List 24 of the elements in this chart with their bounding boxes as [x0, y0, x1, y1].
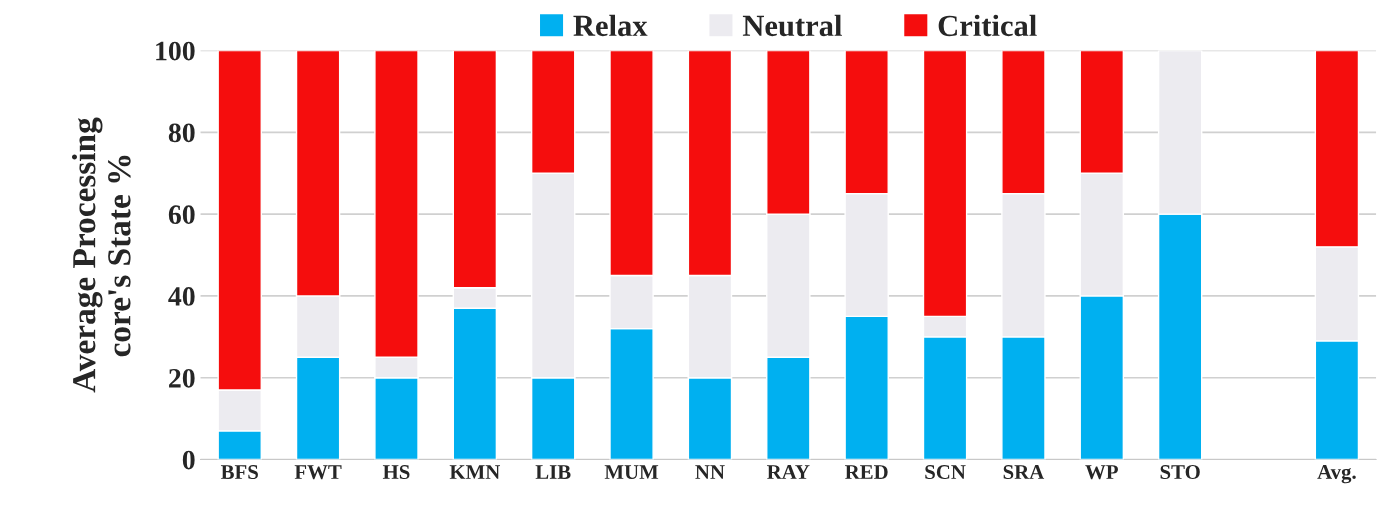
- y-tick-label: 100: [156, 41, 195, 61]
- x-tick-label: MUM: [604, 465, 659, 480]
- x-tick-label: RAY: [767, 465, 810, 479]
- x-tick-label: FWT: [294, 465, 342, 480]
- x-tick-label: WP: [1085, 465, 1118, 480]
- y-tick-label: 60: [168, 205, 195, 225]
- x-tick-label: KMN: [449, 465, 501, 479]
- y-axis-title: Average Processing core's State %: [72, 117, 131, 393]
- x-tick-label: RED: [845, 465, 888, 479]
- x-tick-label: NN: [695, 465, 725, 479]
- legend-label: Critical: [938, 14, 1037, 37]
- y-tick-label: 20: [169, 368, 195, 388]
- legend-label: Relax: [573, 14, 648, 37]
- x-tick-label: LIB: [535, 465, 571, 479]
- x-tick-label: Avg.: [1317, 464, 1356, 484]
- y-tick-label: 40: [168, 287, 195, 306]
- x-tick-label: SRA: [1003, 465, 1045, 480]
- y-tick-label: 0: [182, 450, 195, 470]
- x-tick-label: SCN: [925, 465, 966, 480]
- x-tick-label: BFS: [220, 465, 258, 480]
- y-tick-label: 80: [168, 123, 195, 143]
- x-tick-label: STO: [1160, 465, 1200, 480]
- x-tick-label: HS: [382, 465, 410, 480]
- legend-label: Neutral: [742, 14, 842, 37]
